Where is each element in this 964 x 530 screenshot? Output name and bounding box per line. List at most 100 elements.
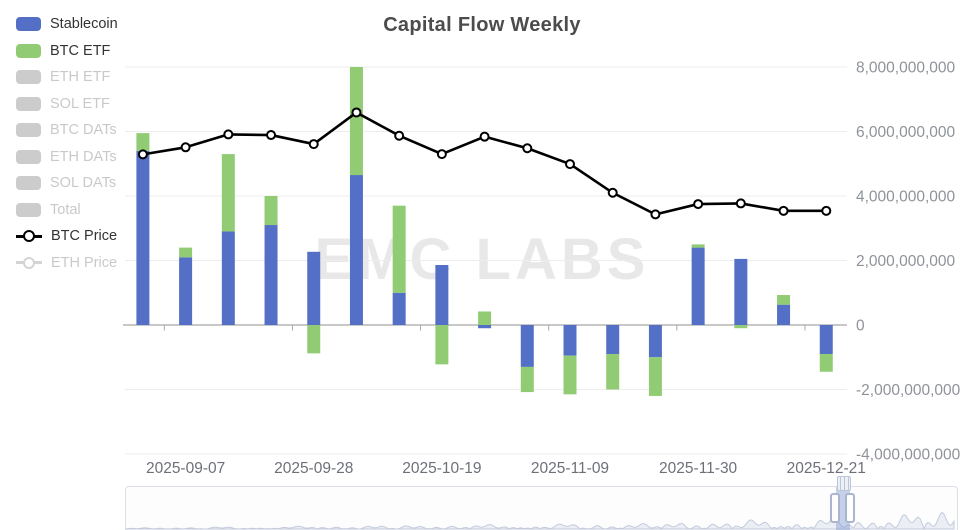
bar-segment-btc-etf[interactable] — [563, 355, 577, 395]
bar-segment-btc-etf[interactable] — [606, 354, 620, 390]
bar-segment-btc-etf[interactable] — [392, 205, 406, 293]
btc-price-point[interactable] — [650, 209, 661, 220]
btc-price-point[interactable] — [137, 149, 148, 160]
x-axis-tick-label: 2025-09-28 — [274, 460, 353, 477]
bar-segment-btc-etf[interactable] — [648, 357, 662, 396]
btc-price-point[interactable] — [180, 142, 191, 153]
legend-item-sol-etf[interactable]: SOL ETF — [16, 91, 118, 118]
datazoom-area-path — [125, 511, 955, 530]
legend-item-btc-price[interactable]: BTC Price — [16, 223, 118, 250]
disabled-bar-swatch-icon — [16, 70, 41, 85]
bar-segment-btc-etf[interactable] — [136, 133, 150, 151]
line-swatch-icon — [16, 256, 42, 269]
bar-segment-stablecoin[interactable] — [691, 247, 705, 325]
legend-label: ETH Price — [51, 254, 118, 271]
x-axis-tick-label: 2025-11-30 — [659, 460, 738, 477]
btc-price-point[interactable] — [693, 199, 704, 210]
btc-price-point[interactable] — [394, 130, 405, 141]
bar-segment-btc-etf[interactable] — [307, 325, 321, 354]
legend-item-eth-etf[interactable]: ETH ETF — [16, 64, 118, 91]
bar-segment-stablecoin[interactable] — [349, 175, 363, 325]
legend: Stablecoin BTC ETF ETH ETF SOL ETF BTC DATs E… — [16, 11, 118, 276]
bar-segment-stablecoin[interactable] — [563, 325, 577, 356]
disabled-bar-swatch-icon — [16, 96, 41, 111]
bar-series[interactable] — [136, 67, 833, 396]
btc-price-point[interactable] — [565, 159, 575, 170]
btc-price-point[interactable] — [522, 143, 533, 154]
bar-segment-btc-etf[interactable] — [734, 325, 748, 329]
btc-price-point[interactable] — [436, 149, 447, 160]
disabled-bar-swatch-icon — [16, 176, 41, 191]
bar-segment-stablecoin[interactable] — [435, 265, 449, 325]
bar-segment-btc-etf[interactable] — [179, 247, 193, 258]
legend-item-eth-price[interactable]: ETH Price — [16, 250, 118, 277]
bar-segment-btc-etf[interactable] — [264, 196, 278, 226]
y-axis-tick-label: 2,000,000,000 — [856, 253, 956, 270]
datazoom-grip-icon[interactable] — [837, 476, 851, 491]
legend-label: SOL ETF — [50, 95, 110, 112]
y-axis-tick-label: -4,000,000,000 — [856, 447, 961, 464]
datazoom-slider[interactable] — [125, 486, 958, 530]
disabled-bar-swatch-icon — [16, 202, 41, 217]
datazoom-right-handle[interactable] — [845, 493, 855, 523]
btc-price-point[interactable] — [308, 139, 319, 150]
btc-price-point[interactable] — [351, 107, 362, 118]
line-swatch-icon — [16, 230, 42, 243]
bar-segment-btc-etf[interactable] — [691, 244, 705, 248]
legend-label: BTC Price — [51, 228, 118, 245]
axis-labels: 8,000,000,000 6,000,000,000 4,000,000,000 2… — [146, 60, 961, 478]
bar-segment-btc-etf[interactable] — [520, 366, 534, 393]
btc-price-point[interactable] — [223, 129, 234, 140]
page-title: Capital Flow Weekly — [383, 14, 581, 36]
btc-price-point[interactable] — [266, 130, 277, 141]
bar-segment-btc-etf[interactable] — [435, 325, 449, 365]
bar-segment-stablecoin[interactable] — [478, 325, 492, 329]
bar-segment-stablecoin[interactable] — [606, 325, 620, 355]
legend-label: ETH DATs — [50, 148, 117, 165]
btc-price-line-series[interactable] — [137, 107, 832, 220]
x-axis-tick-label: 2025-11-09 — [531, 460, 609, 477]
btc-price-line — [141, 111, 828, 216]
bar-segment-stablecoin[interactable] — [734, 258, 748, 325]
bar-segment-btc-etf[interactable] — [478, 311, 492, 325]
bar-swatch-icon — [16, 17, 41, 32]
bar-segment-stablecoin[interactable] — [307, 251, 321, 325]
bar-segment-btc-etf[interactable] — [349, 67, 363, 176]
bar-segment-btc-etf[interactable] — [221, 154, 235, 232]
btc-price-point[interactable] — [607, 187, 618, 198]
legend-label: BTC DATs — [50, 122, 117, 139]
grid-lines — [123, 66, 847, 455]
x-axis-tick-label: 2025-09-07 — [146, 460, 225, 477]
bar-swatch-icon — [16, 43, 41, 58]
bar-segment-stablecoin[interactable] — [221, 231, 235, 325]
bar-segment-stablecoin[interactable] — [777, 304, 791, 325]
bar-segment-btc-etf[interactable] — [819, 354, 833, 372]
legend-item-eth-dats[interactable]: ETH DATs — [16, 144, 118, 171]
y-axis-tick-label: 0 — [856, 318, 865, 335]
bar-segment-btc-etf[interactable] — [777, 295, 791, 305]
bar-segment-stablecoin[interactable] — [264, 225, 278, 325]
bar-segment-stablecoin[interactable] — [648, 325, 662, 358]
x-axis-tick-label: 2025-10-19 — [402, 460, 481, 477]
legend-item-btc-etf[interactable]: BTC ETF — [16, 38, 118, 65]
btc-price-point[interactable] — [735, 198, 746, 209]
legend-item-btc-dats[interactable]: BTC DATs — [16, 117, 118, 144]
bar-segment-stablecoin[interactable] — [819, 325, 833, 355]
bar-segment-stablecoin[interactable] — [520, 325, 534, 367]
disabled-bar-swatch-icon — [16, 123, 41, 138]
btc-price-point[interactable] — [778, 205, 789, 216]
legend-label: BTC ETF — [50, 42, 111, 59]
legend-item-total[interactable]: Total — [16, 197, 118, 224]
bar-segment-stablecoin[interactable] — [392, 292, 406, 325]
bar-segment-stablecoin[interactable] — [136, 150, 150, 325]
btc-price-point[interactable] — [821, 205, 832, 216]
legend-item-sol-dats[interactable]: SOL DATs — [16, 170, 118, 197]
datazoom-left-handle[interactable] — [830, 493, 840, 523]
bar-segment-stablecoin[interactable] — [179, 257, 193, 325]
legend-label: ETH ETF — [50, 69, 111, 86]
legend-item-stablecoin[interactable]: Stablecoin — [16, 11, 118, 38]
btc-price-point[interactable] — [479, 131, 490, 142]
x-axis-tick-label: 2025-12-21 — [787, 460, 866, 477]
